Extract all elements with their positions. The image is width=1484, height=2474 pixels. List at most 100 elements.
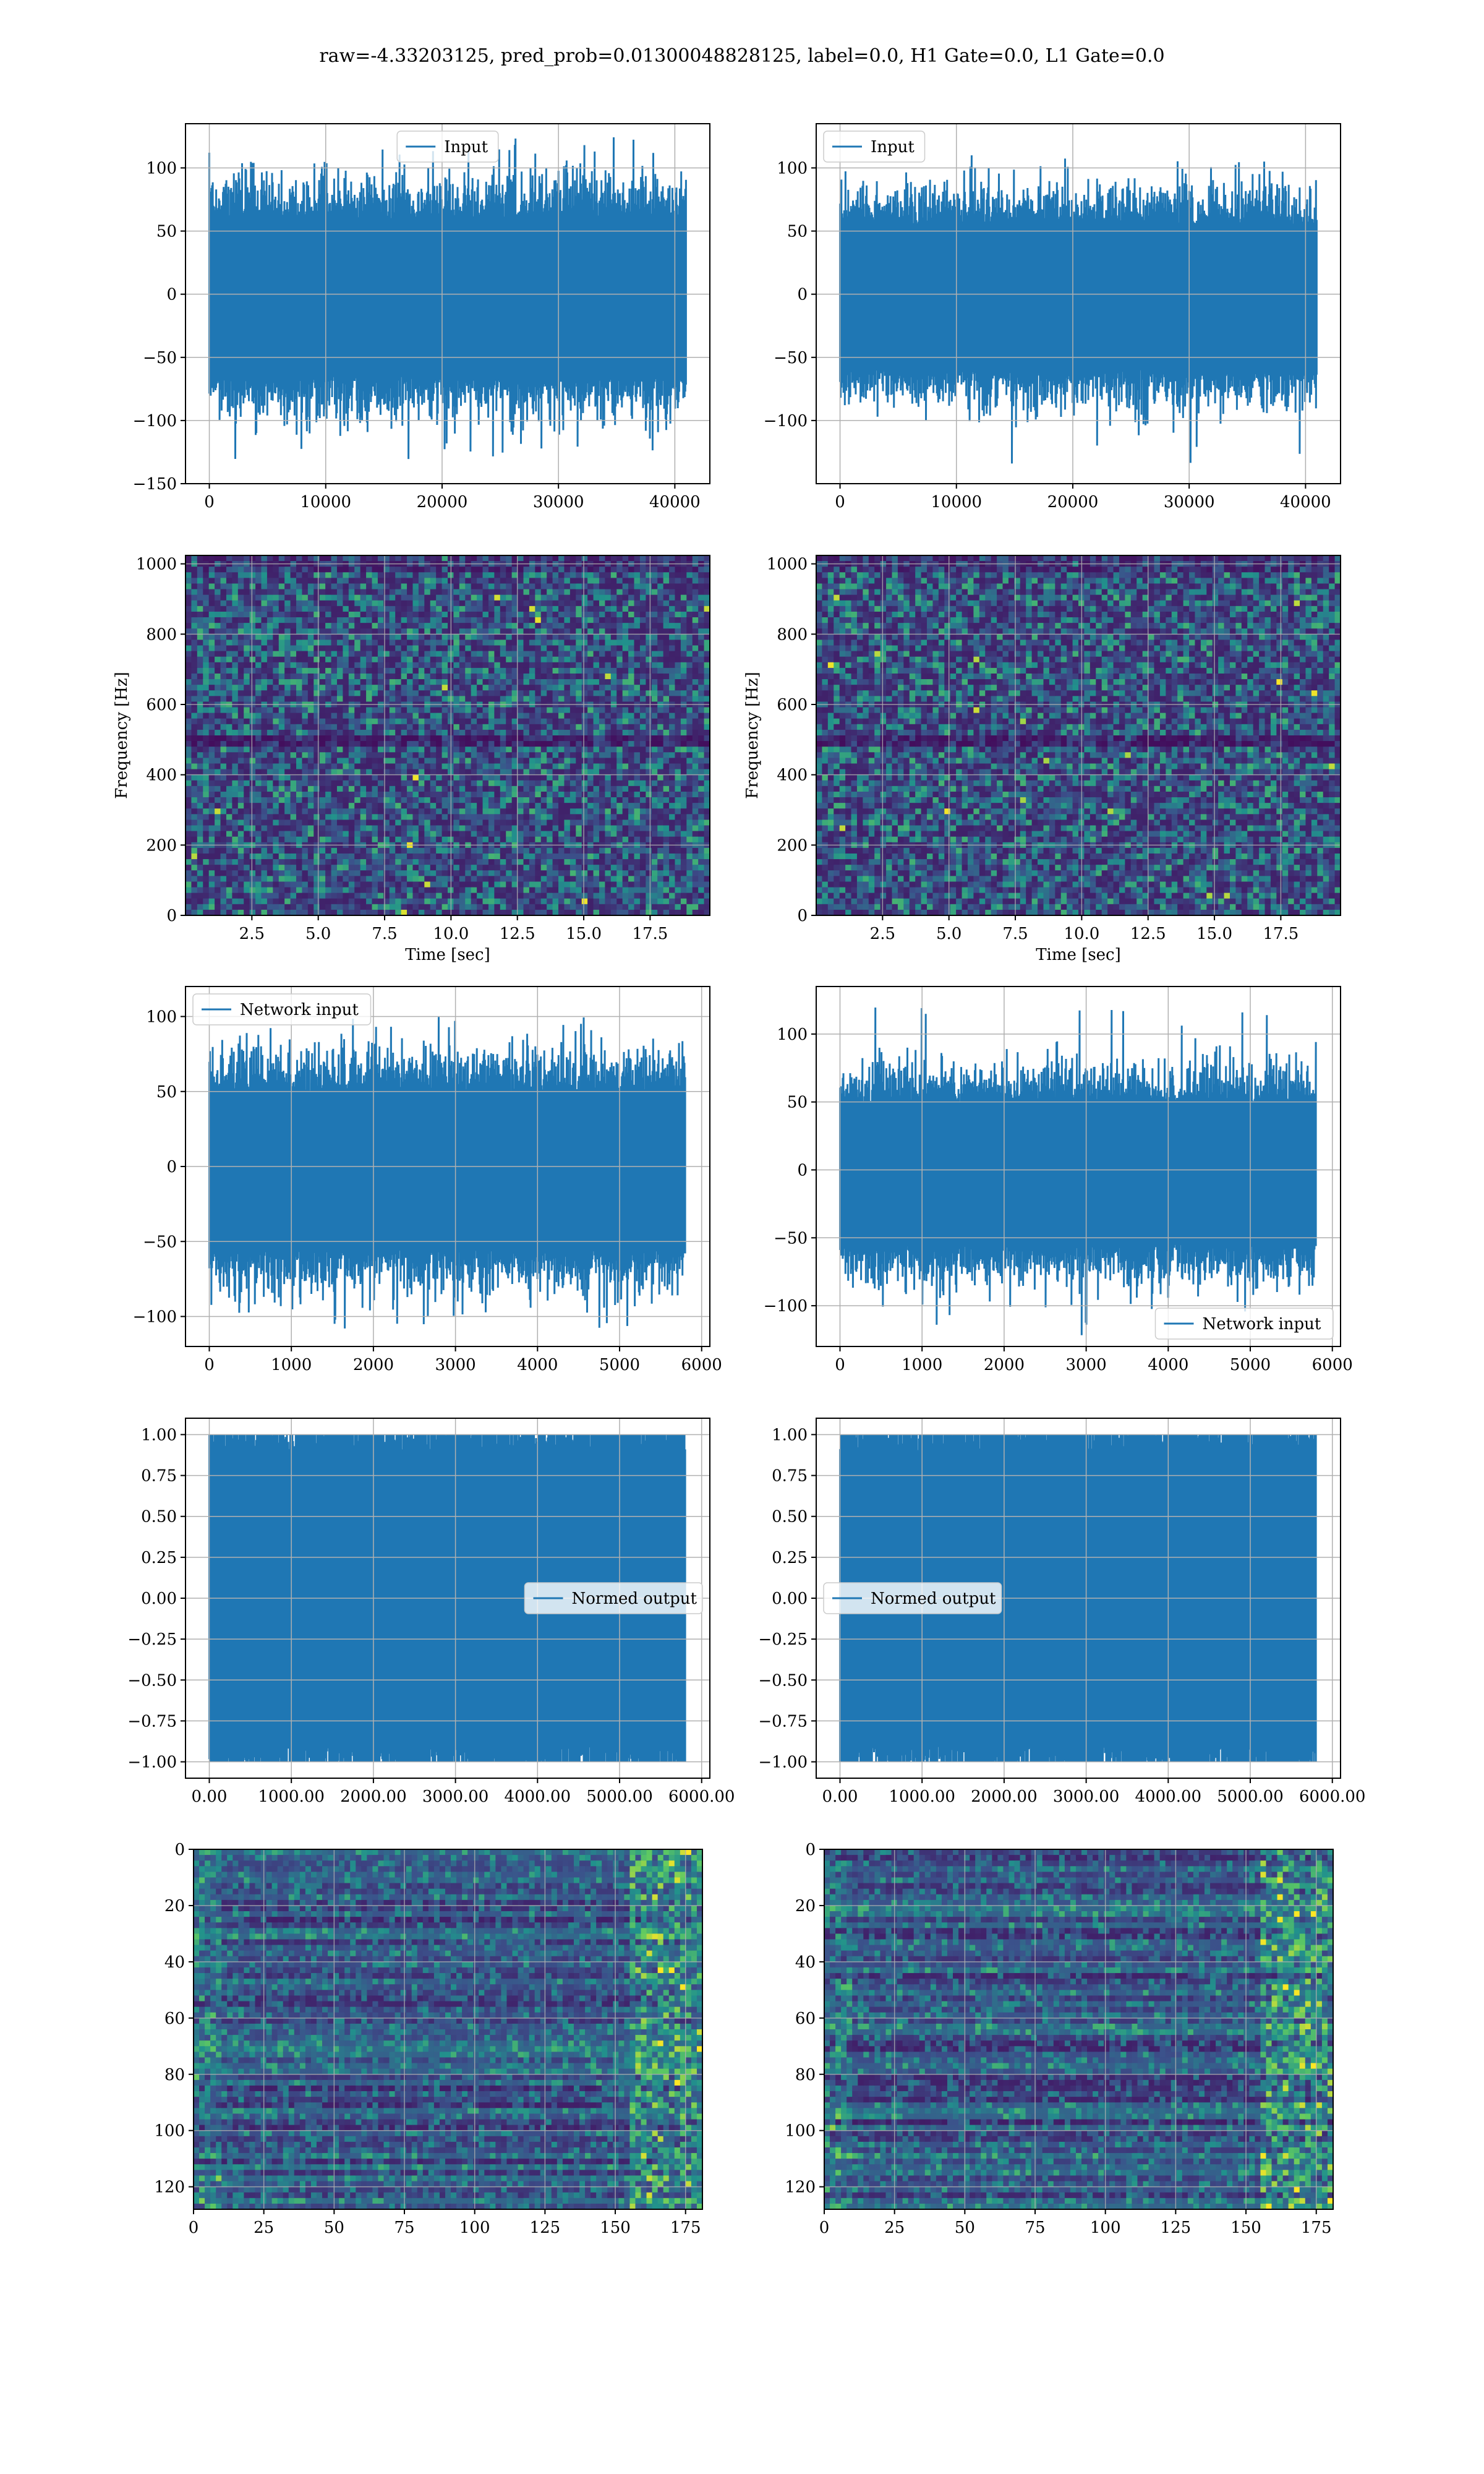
ticks: 0 1000 2000 3000 4000 5000 6000 −100 −50 0 50 100 <box>764 1025 1353 1374</box>
heatmap-cells <box>824 1849 1333 2209</box>
gridlines <box>816 1418 1341 1778</box>
legend: Normed output <box>524 1582 703 1614</box>
legend: Network input <box>1154 1308 1334 1340</box>
y-tick-label: 80 <box>795 2066 816 2084</box>
y-tick-label: 100 <box>785 2122 816 2141</box>
ticks: 2.5 5.0 7.5 10.0 12.5 15.0 17.5 0 200 400 600 800 10… <box>767 555 1299 943</box>
x-tick-label: 175 <box>1301 2219 1332 2237</box>
y-tick-label: −150 <box>133 475 177 494</box>
heatmap-cells <box>186 555 710 915</box>
y-tick-label: 400 <box>777 766 808 785</box>
subplot-l1-spectrogram: 2.5 5.0 7.5 10.0 12.5 15.0 17.5 0 200 400 600 800 10… <box>743 555 1341 964</box>
x-tick-label: 17.5 <box>1263 925 1298 943</box>
x-tick-label: 25 <box>254 2219 274 2237</box>
series-line <box>839 1007 1317 1335</box>
subplot-l1-normed-output: 0.00 1000.00 2000.00 3000.00 4000.00 5000.00 6… <box>758 1418 1365 1806</box>
x-tick-label: 2000.00 <box>340 1787 407 1806</box>
gridlines <box>816 124 1341 484</box>
legend-box <box>823 1582 1002 1614</box>
ticks: 0 25 50 75 100 125 150 175 0 20 40 60 80 100 120 <box>785 1841 1331 2237</box>
plot-area <box>208 137 687 460</box>
y-tick-label: 1.00 <box>772 1426 808 1444</box>
y-tick-label: 1000 <box>767 555 808 574</box>
legend: Normed output <box>823 1582 1002 1614</box>
axes-frame <box>816 123 1341 484</box>
subplot-h1-spectrogram: 2.5 5.0 7.5 10.0 12.5 15.0 17.5 0 200 400 600 800 10… <box>113 555 710 964</box>
x-tick-label: 175 <box>670 2219 701 2237</box>
x-tick-label: 30000 <box>1164 493 1215 511</box>
x-tick-label: 150 <box>1230 2219 1261 2237</box>
x-axis-label: Time [sec] <box>1036 946 1121 964</box>
legend-box <box>1154 1308 1334 1340</box>
x-tick-label: 5000 <box>1230 1356 1271 1374</box>
x-tick-label: 4000 <box>517 1356 558 1374</box>
x-tick-label: 4000.00 <box>1135 1787 1202 1806</box>
y-tick-label: 100 <box>777 159 808 178</box>
y-tick-label: 80 <box>164 2066 185 2084</box>
x-tick-label: 3000 <box>435 1356 476 1374</box>
axes-frame <box>185 555 710 916</box>
y-tick-label: 50 <box>787 223 808 241</box>
x-tick-label: 10000 <box>931 493 982 511</box>
heatmap-cells <box>816 555 1341 915</box>
y-tick-label: 0.00 <box>772 1590 808 1608</box>
x-tick-label: 30000 <box>533 493 584 511</box>
y-tick-label: 0 <box>797 1161 808 1179</box>
x-tick-label: 15.0 <box>1196 925 1232 943</box>
subplot-h1-normed-output: 0.00 1000.00 2000.00 3000.00 4000.00 5000.00 6… <box>127 1418 735 1806</box>
y-tick-label: 0 <box>166 286 177 304</box>
y-tick-label: −0.75 <box>127 1712 177 1731</box>
ticks: 0 10000 20000 30000 40000 −150 −100 −50 0 50 100 <box>133 159 701 511</box>
y-tick-label: −0.25 <box>758 1630 808 1649</box>
heatmap-cells <box>194 1849 702 2209</box>
x-tick-label: 0 <box>204 1356 215 1374</box>
subplot-h1-feature-map: 0 25 50 75 100 125 150 175 0 20 40 60 80 100 120 <box>154 1841 703 2237</box>
y-tick-label: 200 <box>146 836 177 855</box>
y-tick-label: 0 <box>797 907 808 925</box>
x-tick-label: 1000.00 <box>889 1787 955 1806</box>
plot-area <box>816 555 1341 915</box>
y-tick-label: −0.25 <box>127 1630 177 1649</box>
x-tick-label: 40000 <box>1280 493 1331 511</box>
ticks: 0 1000 2000 3000 4000 5000 6000 −100 −50 0 50 100 <box>133 1008 722 1375</box>
x-tick-label: 0.00 <box>822 1787 858 1806</box>
y-tick-label: 120 <box>785 2178 816 2197</box>
x-tick-label: 0 <box>835 493 845 511</box>
y-tick-label: 60 <box>795 2010 816 2028</box>
x-tick-label: 12.5 <box>1130 925 1166 943</box>
plot-area <box>824 1849 1333 2209</box>
legend-box <box>823 131 926 163</box>
gridlines <box>186 987 710 1346</box>
y-tick-label: 60 <box>164 2010 185 2028</box>
axes-frame <box>185 123 710 484</box>
axes-frame <box>816 986 1341 1347</box>
x-tick-label: 0 <box>819 2219 830 2237</box>
legend-label: Input <box>444 138 488 156</box>
x-tick-label: 0 <box>835 1356 845 1374</box>
legend-box <box>192 993 372 1025</box>
plot-area <box>186 555 710 915</box>
ticks: 0 25 50 75 100 125 150 175 0 20 40 60 80 100 120 <box>154 1841 701 2237</box>
y-tick-label: 20 <box>795 1897 816 1915</box>
x-tick-label: 25 <box>884 2219 905 2237</box>
y-axis-label: Frequency [Hz] <box>743 672 762 799</box>
x-tick-label: 125 <box>530 2219 561 2237</box>
legend-label: Input <box>871 138 915 156</box>
x-tick-label: 6000 <box>681 1356 722 1374</box>
legend: Network input <box>192 993 372 1025</box>
subplot-l1-input: 0 10000 20000 30000 40000 −100 −50 0 50 100 Input <box>764 123 1341 511</box>
y-tick-label: 1000 <box>136 555 177 574</box>
x-tick-label: 2.5 <box>870 925 895 943</box>
x-tick-label: 2000 <box>353 1356 394 1374</box>
y-tick-label: 100 <box>146 159 177 178</box>
x-tick-label: 75 <box>1025 2219 1045 2237</box>
y-tick-label: 50 <box>787 1094 808 1112</box>
y-tick-label: −0.50 <box>758 1671 808 1690</box>
x-tick-label: 12.5 <box>500 925 535 943</box>
y-tick-label: −50 <box>143 1233 177 1251</box>
ticks: 0.00 1000.00 2000.00 3000.00 4000.00 5000.00 6… <box>127 1426 735 1806</box>
axes-frame <box>816 555 1341 916</box>
x-tick-label: 10.0 <box>433 925 469 943</box>
y-tick-label: 600 <box>146 696 177 714</box>
legend-box <box>524 1582 703 1614</box>
